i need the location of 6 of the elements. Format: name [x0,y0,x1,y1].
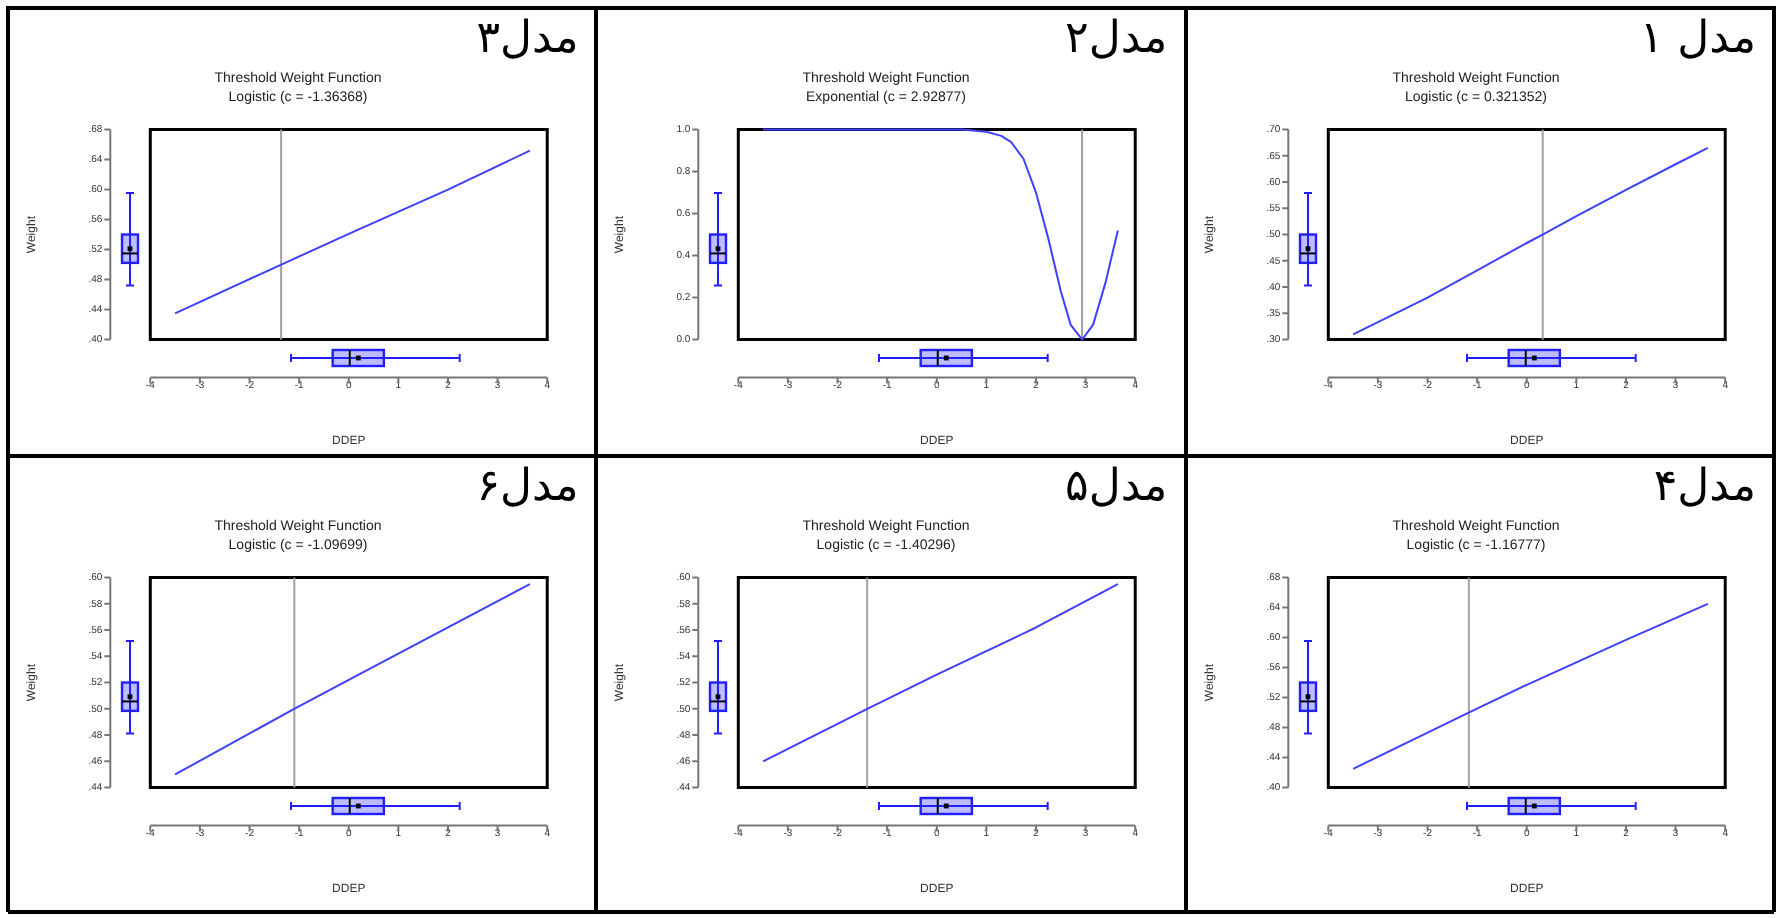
text: مدل۶ [476,462,579,514]
text: مدل۲ [1065,14,1168,66]
text: مدل۴ [1653,462,1756,514]
text: مدل۳ [476,14,579,66]
text: مدل۵ [1065,462,1168,514]
text: مدل ۱ [1639,14,1756,66]
